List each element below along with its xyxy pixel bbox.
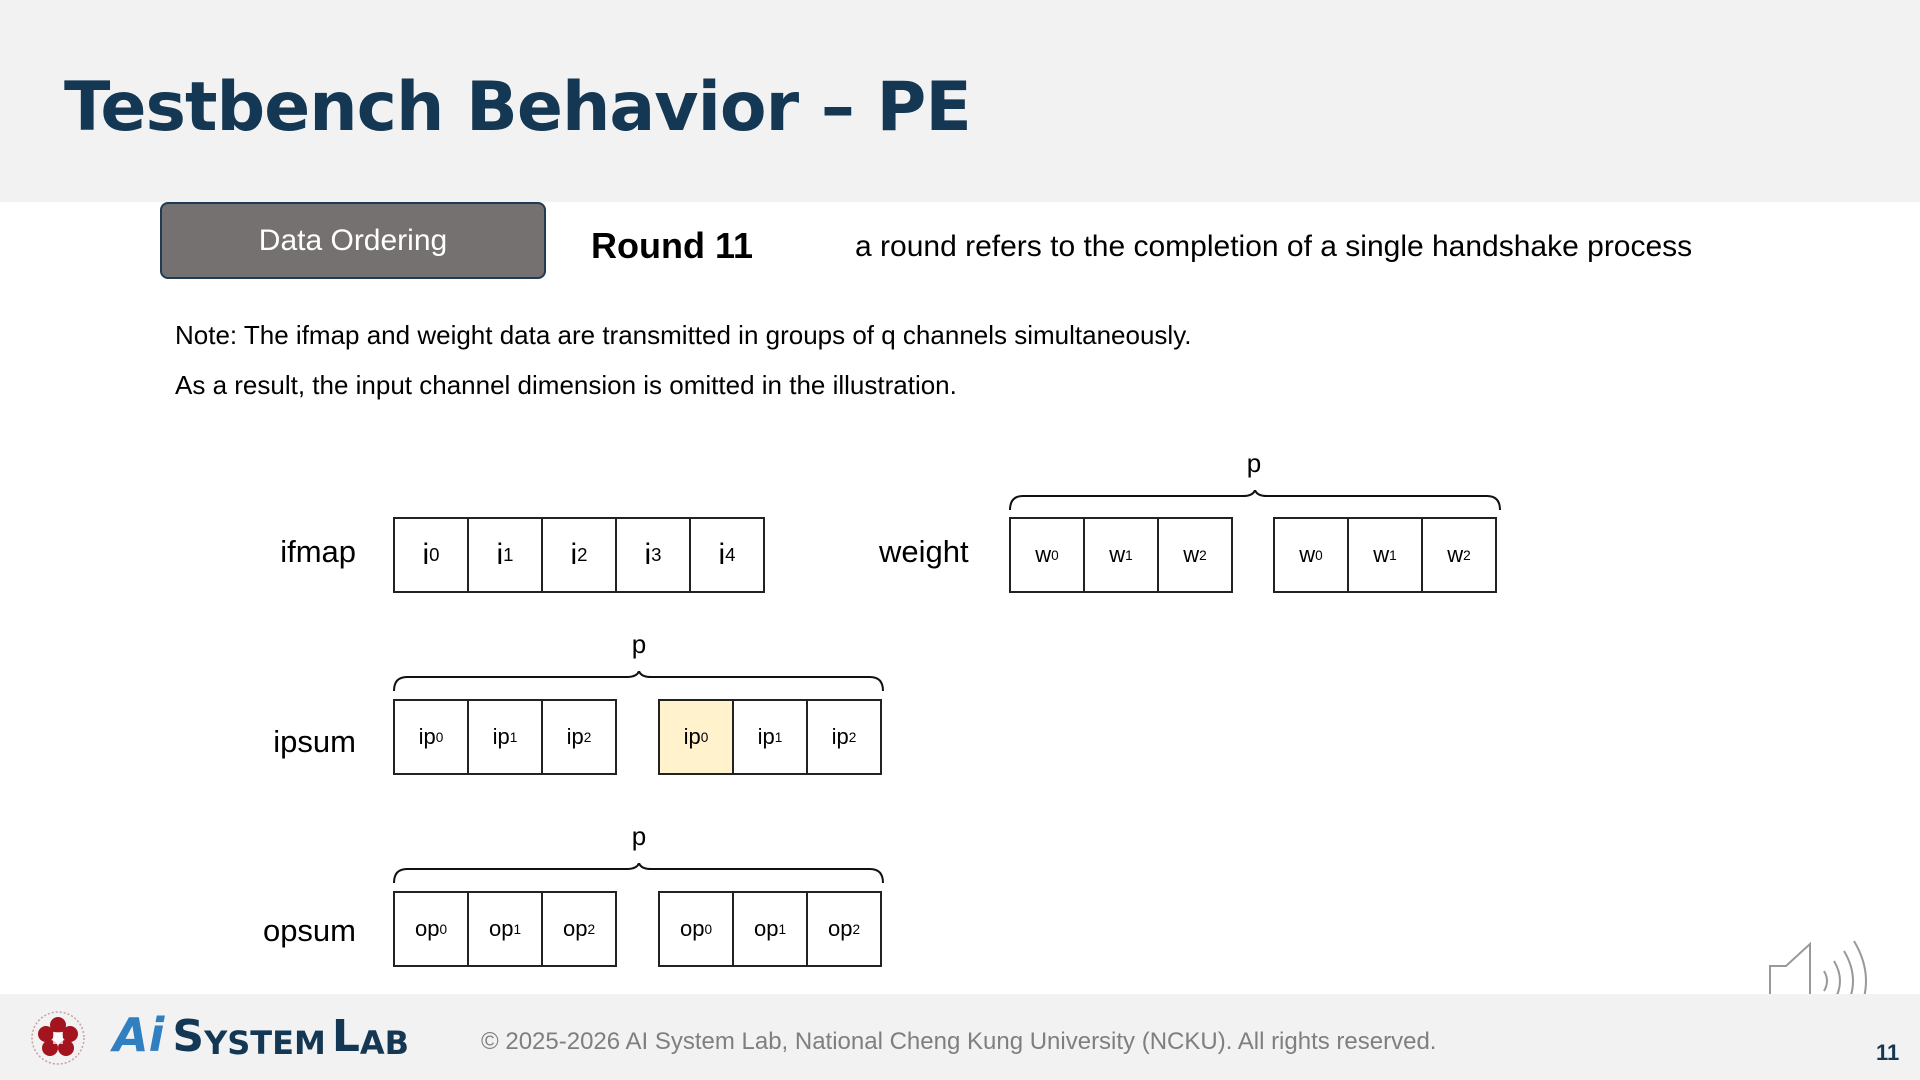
ipsum-cell: ip 0 <box>658 699 734 775</box>
opsum-cell: op 2 <box>806 891 882 967</box>
cell-base: ip <box>418 724 436 749</box>
cell-subscript: 1 <box>778 921 787 937</box>
cell-base: op <box>488 916 514 941</box>
cell-subscript: 2 <box>587 921 596 937</box>
cell-subscript: 2 <box>852 921 861 937</box>
opsum-cell: op 1 <box>467 891 543 967</box>
cell-base: ip <box>757 724 775 749</box>
opsum-cell: op 1 <box>732 891 808 967</box>
cell-subscript: 0 <box>439 921 448 937</box>
cell-base: i <box>496 538 504 571</box>
cell-subscript: 1 <box>509 729 518 745</box>
ipsum-cell: ip 2 <box>806 699 882 775</box>
cell-base: op <box>753 916 779 941</box>
cell-base: ip <box>683 724 701 749</box>
ai-system-lab-logo: Ai S YSTEM L AB <box>113 1008 410 1062</box>
cell-base: ip <box>492 724 510 749</box>
ipsum-brace-label: p <box>631 629 647 659</box>
cell-base: op <box>827 916 853 941</box>
weight-label: weight <box>879 534 969 569</box>
cell-base: w <box>1035 542 1052 567</box>
cell-subscript: 2 <box>848 729 857 745</box>
ipsum-cell: ip 1 <box>467 699 543 775</box>
cell-subscript: 0 <box>704 921 713 937</box>
slide-footer <box>0 994 1920 1080</box>
cell-subscript: 0 <box>700 729 709 745</box>
opsum-group-2: op 0 op 1 op 2 <box>658 891 882 967</box>
cell-base: w <box>1299 542 1316 567</box>
cell-subscript: 0 <box>1315 547 1323 563</box>
ipsum-label: ipsum <box>273 724 356 759</box>
cell-subscript: 1 <box>513 921 522 937</box>
cell-base: i <box>422 538 430 571</box>
cell-base: w <box>1109 542 1126 567</box>
round-label: Round 11 <box>591 225 754 266</box>
cell-base: ip <box>566 724 584 749</box>
weight-brace-label: p <box>1246 448 1262 478</box>
slide-header <box>0 0 1920 202</box>
cell-subscript: 2 <box>577 544 588 565</box>
ifmap-label: ifmap <box>280 534 356 569</box>
cell-base: op <box>562 916 588 941</box>
cell-subscript: 2 <box>1463 547 1471 563</box>
opsum-label: opsum <box>262 913 356 948</box>
ipsum-cell: ip 1 <box>732 699 808 775</box>
note-line-1: Note: The ifmap and weight data are tran… <box>175 320 1192 350</box>
cell-base: ip <box>831 724 849 749</box>
ipsum-group-1: ip 0 ip 1 ip 2 <box>393 699 617 775</box>
cell-base: op <box>679 916 705 941</box>
cell-base: w <box>1447 542 1464 567</box>
page-number: 11 <box>1876 1040 1900 1065</box>
cell-base: op <box>414 916 440 941</box>
ipsum-brace <box>393 671 884 692</box>
cell-base: w <box>1183 542 1200 567</box>
opsum-brace-label: p <box>631 821 647 851</box>
cell-base: w <box>1373 542 1390 567</box>
ncku-seal-logo <box>31 1011 85 1065</box>
cell-subscript: 0 <box>435 729 444 745</box>
cell-subscript: 2 <box>583 729 592 745</box>
opsum-cell: op 2 <box>541 891 617 967</box>
cell-base: i <box>570 538 578 571</box>
ipsum-cell: ip 0 <box>393 699 469 775</box>
cell-subscript: 3 <box>651 544 662 565</box>
ipsum-cell: ip 2 <box>541 699 617 775</box>
cell-subscript: 0 <box>429 544 440 565</box>
cell-subscript: 1 <box>1125 547 1133 563</box>
cell-subscript: 4 <box>725 544 736 565</box>
cell-subscript: 0 <box>1051 547 1059 563</box>
round-description: a round refers to the completion of a si… <box>855 230 1693 263</box>
opsum-group-1: op 0 op 1 op 2 <box>393 891 617 967</box>
data-ordering-button[interactable]: Data Ordering <box>160 202 546 279</box>
copyright-text: © 2025-2026 AI System Lab, National Chen… <box>481 1028 1437 1055</box>
cell-base: i <box>718 538 726 571</box>
slide-title: Testbench Behavior – PE <box>64 68 972 147</box>
cell-subscript: 2 <box>1199 547 1207 563</box>
opsum-brace <box>393 863 884 884</box>
weight-brace <box>1009 490 1501 511</box>
cell-subscript: 1 <box>774 729 783 745</box>
cell-subscript: 1 <box>1389 547 1397 563</box>
ipsum-group-2: ip 0 ip 1 ip 2 <box>658 699 882 775</box>
opsum-cell: op 0 <box>658 891 734 967</box>
opsum-cell: op 0 <box>393 891 469 967</box>
note-line-2: As a result, the input channel dimension… <box>175 370 957 400</box>
cell-base: i <box>644 538 652 571</box>
cell-subscript: 1 <box>503 544 514 565</box>
